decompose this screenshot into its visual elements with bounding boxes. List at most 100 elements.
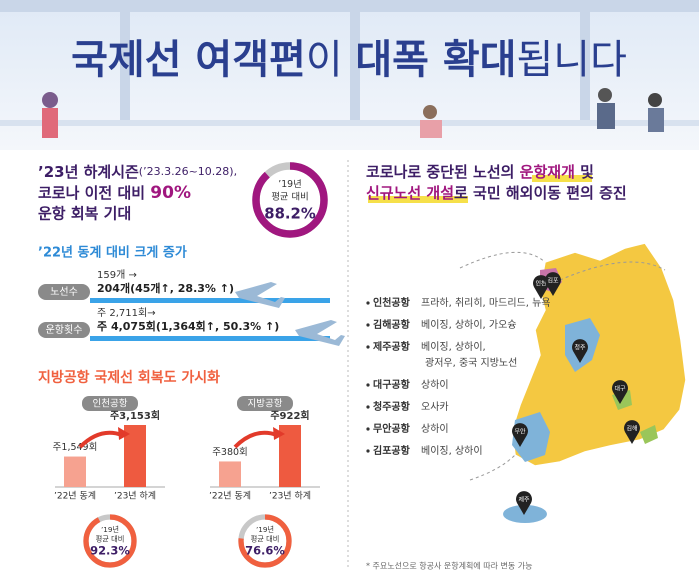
footnote: * 주요노선으로 항공사 운항계획에 따라 변동 가능 <box>366 561 532 571</box>
row-pill <box>38 322 90 338</box>
title-part: 됩니다 <box>516 37 626 83</box>
row-after: 주 4,075회(1,364회↑, 50.3% ↑) <box>97 319 279 333</box>
korea-map <box>459 242 687 523</box>
row-bar <box>90 298 330 303</box>
pin-label: 무안 <box>514 428 526 436</box>
pin <box>545 272 561 296</box>
route-destinations: 오사카 <box>421 401 449 413</box>
plane-icon <box>295 320 345 346</box>
bullet <box>366 301 370 305</box>
donut-label: 평균 대비 <box>271 191 308 202</box>
route-destinations: 베이징, 상하이, 가오슝 <box>421 318 517 331</box>
bullet <box>366 323 370 327</box>
route-destinations: 베이징, 상하이, <box>421 340 486 353</box>
donut-label: ’19년 <box>101 525 119 534</box>
headline-part: (’23.3.26~10.28), <box>139 165 237 178</box>
route-destinations: 상하이 <box>421 422 449 435</box>
pin-label: 김포 <box>547 278 559 285</box>
bar <box>219 461 241 487</box>
headline-line: 코로나 이전 대비 90% <box>38 183 191 203</box>
bullet <box>366 383 370 387</box>
donut-arc <box>252 162 328 238</box>
route-destinations: 프라하, 취리히, 마드리드, 뉴욕 <box>421 296 550 309</box>
pin-label: 대구 <box>614 385 626 393</box>
route-airport: 제주공항 <box>373 340 411 353</box>
headline-part: 로 국민 해외이동 편의 증진 <box>454 184 627 202</box>
category-label: ’22년 동계 <box>54 490 96 502</box>
row-pill <box>38 284 90 300</box>
bullet <box>366 449 370 453</box>
bar-label: 주1,549회 <box>53 442 98 453</box>
pin <box>572 339 588 363</box>
banner-decor <box>0 0 699 138</box>
flight-paths <box>459 251 666 481</box>
headline-line: 코로나로 중단된 노선의 운항재개 및 <box>366 163 594 181</box>
donut-label: 평균 대비 <box>251 535 280 544</box>
pin-label: 청주 <box>574 345 586 352</box>
left-headline: ’23년 하계시즌(’23.3.26~10.28), 코로나 이전 대비 90%… <box>38 163 237 223</box>
donut-label: ’19년 <box>278 179 301 190</box>
pin-label: 김해 <box>626 425 637 433</box>
bullet <box>366 345 370 349</box>
pin <box>623 420 640 444</box>
highlight <box>532 175 592 182</box>
pin <box>612 380 628 404</box>
chart-pill <box>237 396 293 411</box>
growth-arrowhead <box>118 427 130 440</box>
jeju-island <box>503 505 547 523</box>
row-label: 노선수 <box>50 286 78 298</box>
bar <box>64 456 86 487</box>
headline-part: 코로나로 중단된 노선의 <box>366 163 520 181</box>
highlight <box>368 196 468 203</box>
route-destinations: 광저우, 중국 지방노선 <box>425 357 517 369</box>
headline-part: 90% <box>150 183 191 203</box>
route-destinations: 상하이 <box>421 378 449 391</box>
headline-part: 코로나 이전 대비 <box>38 184 150 202</box>
headline-part: 및 <box>575 163 594 181</box>
chart-name: 지방공항 <box>248 399 283 410</box>
route-airport: 김포공항 <box>373 444 411 457</box>
headline-line: 신규노선 개설로 국민 해외이동 편의 증진 <box>366 184 627 202</box>
title-part: 국제선 여객편 <box>71 37 306 83</box>
row-before: 159개 → <box>97 269 137 281</box>
donut-value: 92.3% <box>90 544 130 558</box>
pin <box>533 275 549 299</box>
headline-line: 운항 회복 기대 <box>38 205 131 223</box>
pin-label: 인천 <box>535 280 546 288</box>
donut-label: 평균 대비 <box>96 535 125 544</box>
route-destinations: 베이징, 상하이 <box>421 444 483 457</box>
title-part: 대폭 확대 <box>355 37 516 83</box>
bar <box>124 425 146 487</box>
row-before: 주 2,711회→ <box>97 307 156 319</box>
increase-rows: 노선수 159개 →204개(45개↑, 28.3% ↑) 운항횟수 주 2,711회… <box>38 269 345 346</box>
mainland <box>511 242 687 467</box>
section-title: ’22년 동계 대비 크게 증가 <box>38 246 187 261</box>
headline-part: ’23년 하계시즌 <box>38 163 139 181</box>
route-airport: 김해공항 <box>373 318 411 331</box>
headline-part: 신규노선 개설 <box>366 184 454 202</box>
row-label: 운항횟수 <box>46 324 83 336</box>
route-airport: 인천공항 <box>373 296 411 309</box>
row-after: 204개(45개↑, 28.3% ↑) <box>97 281 234 295</box>
bar-label: 주380회 <box>212 447 248 458</box>
donut-value: 76.6% <box>245 544 285 558</box>
donut-arc <box>83 514 137 568</box>
growth-arrow <box>78 430 123 449</box>
route-airport: 무안공항 <box>373 422 411 435</box>
bullet <box>366 405 370 409</box>
row-bar <box>90 336 330 341</box>
pin <box>512 423 528 447</box>
donut-arc <box>238 514 292 568</box>
growth-arrow <box>233 430 278 449</box>
donut-label: ’19년 <box>256 525 274 534</box>
headline-part: 운항재개 <box>520 163 575 181</box>
chart-pill <box>82 396 138 411</box>
route-airport: 청주공항 <box>373 400 411 413</box>
bar <box>279 425 301 487</box>
category-label: ’23년 하계 <box>269 490 311 502</box>
